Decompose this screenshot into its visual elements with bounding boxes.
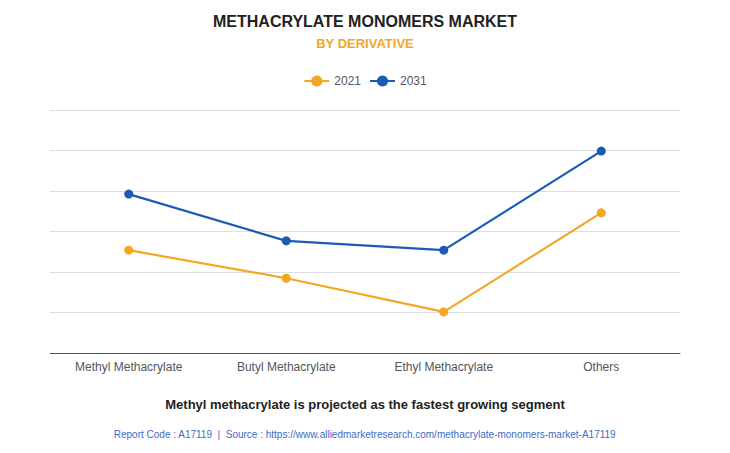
svg-text:Butyl Methacrylate: Butyl Methacrylate [237, 360, 336, 374]
svg-text:BY DERIVATIVE: BY DERIVATIVE [316, 36, 414, 51]
svg-text:Methyl methacrylate is project: Methyl methacrylate is projected as the … [165, 397, 565, 412]
svg-text:Report Code : A17119 | Sourc: Report Code : A17119 | Source : https://… [114, 429, 616, 440]
svg-text:Ethyl Methacrylate: Ethyl Methacrylate [394, 360, 493, 374]
svg-text:2031: 2031 [400, 74, 427, 88]
svg-text:Others: Others [583, 360, 619, 374]
svg-text:Methyl Methacrylate: Methyl Methacrylate [75, 360, 183, 374]
svg-text:METHACRYLATE MONOMERS MARKET: METHACRYLATE MONOMERS MARKET [213, 13, 517, 30]
svg-text:2021: 2021 [334, 74, 361, 88]
